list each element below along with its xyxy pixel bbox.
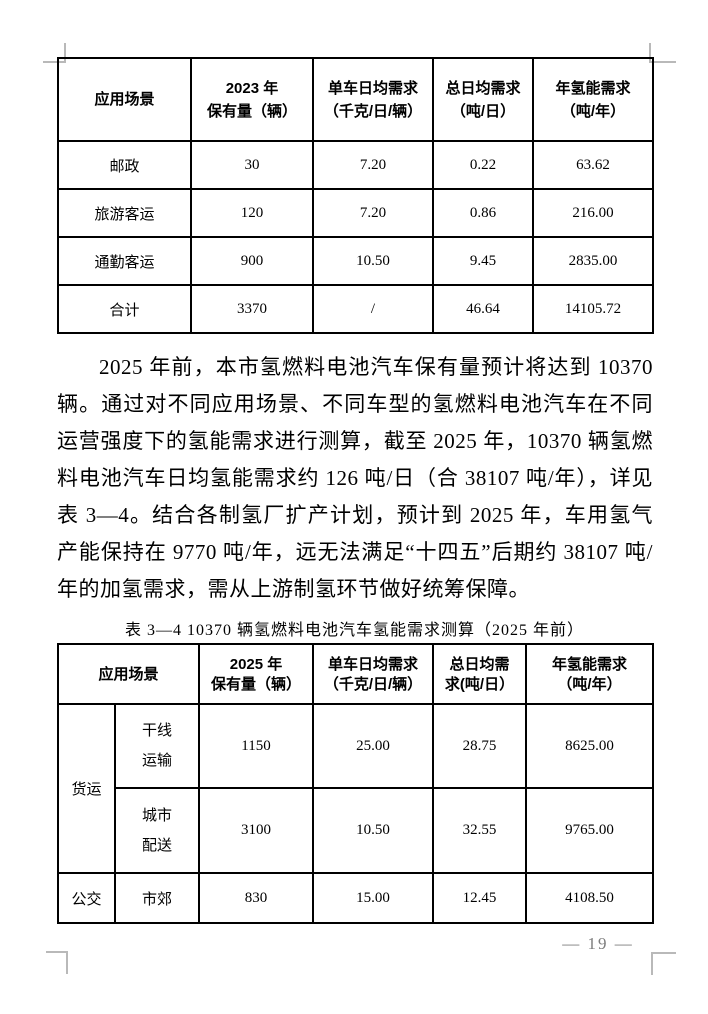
cell-per-vehicle: / (312, 284, 434, 334)
cell-annual: 14105.72 (532, 284, 654, 334)
crop-mark-top-right (649, 43, 676, 63)
cell-per-vehicle: 25.00 (312, 703, 435, 789)
cell-daily: 28.75 (432, 703, 528, 789)
cell-subtype: 城市 配送 (113, 787, 201, 874)
body-paragraph: 2025 年前，本市氢燃料电池汽车保有量预计将达到 10370 辆。通过对不同应… (57, 355, 653, 601)
subtype-line: 配送 (142, 837, 173, 854)
table-caption: 表 3—4 10370 辆氢燃料电池汽车氢能需求测算（2025 年前） (124, 622, 584, 639)
cell-daily: 0.86 (432, 188, 534, 238)
header-line: 保有量（辆） (206, 102, 297, 120)
header-per-vehicle-demand: 单车日均需求 （千克/日/辆） (312, 643, 435, 705)
header-total-daily-demand: 总日均需 求(吨/日） (432, 643, 528, 705)
header-line: 求(吨/日） (444, 675, 515, 693)
cell-per-vehicle: 7.20 (312, 188, 434, 238)
cell-annual: 63.62 (532, 140, 654, 190)
header-per-vehicle-demand: 单车日均需求 （千克/日/辆） (312, 57, 434, 142)
header-line: 应用场景 (94, 91, 155, 108)
cell-daily: 12.45 (432, 872, 528, 924)
cell-fleet: 1150 (198, 703, 315, 789)
header-line: （千克/日/辆） (323, 102, 423, 120)
cell-annual: 216.00 (532, 188, 654, 238)
header-line: 2023 年 (225, 79, 279, 97)
cell-scene: 通勤客运 (57, 236, 192, 286)
cell-fleet: 3370 (190, 284, 314, 334)
header-line: （千克/日/辆） (323, 675, 423, 693)
subtype-line: 运输 (142, 753, 173, 769)
cell-category-bus: 公交 (57, 872, 116, 924)
header-fleet-2023: 2023 年 保有量（辆） (190, 57, 314, 142)
header-application-scene: 应用场景 (57, 57, 192, 142)
cell-annual: 9765.00 (525, 787, 655, 874)
header-line: （吨/年） (557, 675, 622, 693)
header-line: （吨/年） (560, 102, 626, 120)
cell-per-vehicle: 7.20 (312, 140, 434, 190)
cell-fleet: 30 (190, 140, 314, 190)
subtype-line: 城市 (142, 807, 173, 824)
hydrogen-demand-table-2023: 应用场景 2023 年 保有量（辆） 单车日均需求 （千克/日/辆） 总日均需求… (57, 57, 654, 334)
table-header-row: 应用场景 2025 年 保有量（辆） 单车日均需求 （千克/日/辆） 总日均需 … (56, 643, 655, 705)
table-row: 通勤客运 900 10.50 9.45 2835.00 (57, 236, 654, 286)
crop-mark-top-left (43, 43, 66, 63)
cell-scene: 邮政 (57, 140, 192, 190)
header-line: 年氢能需求 (552, 655, 628, 673)
cell-fleet: 120 (190, 188, 314, 238)
header-line: 单车日均需求 (327, 79, 418, 97)
crop-mark-bottom-left (46, 951, 68, 974)
table-row-total: 合计 3370 / 46.64 14105.72 (57, 284, 654, 334)
cell-daily: 46.64 (432, 284, 534, 334)
table-row: 邮政 30 7.20 0.22 63.62 (57, 140, 654, 190)
cell-subtype: 市郊 (113, 872, 201, 924)
table-row: 公交 市郊 830 15.00 12.45 4108.50 (57, 872, 655, 924)
table-header-row: 应用场景 2023 年 保有量（辆） 单车日均需求 （千克/日/辆） 总日均需求… (57, 57, 654, 142)
header-line: 应用场景 (98, 665, 159, 683)
cell-annual: 4108.50 (525, 872, 655, 924)
cell-category-freight: 货运 (57, 703, 116, 874)
header-fleet-2025: 2025 年 保有量（辆） (198, 643, 315, 705)
header-annual-demand: 年氢能需求 （吨/年） (532, 57, 654, 142)
cell-per-vehicle: 10.50 (312, 236, 434, 286)
subtype-line: 干线 (142, 723, 173, 739)
header-line: 总日均需 (449, 655, 510, 673)
page-number: — 19 — (562, 934, 634, 953)
header-line: （吨/日） (450, 102, 516, 120)
header-line: 保有量（辆） (211, 675, 302, 693)
cell-daily: 9.45 (432, 236, 534, 286)
header-line: 年氢能需求 (555, 79, 631, 97)
cell-fleet: 3100 (198, 787, 315, 874)
cell-daily: 32.55 (432, 787, 528, 874)
cell-per-vehicle: 15.00 (312, 872, 435, 924)
crop-mark-bottom-right (651, 952, 676, 975)
cell-fleet: 830 (198, 872, 315, 924)
header-line: 总日均需求 (445, 79, 521, 97)
header-application-scene: 应用场景 (56, 643, 201, 705)
table-row: 城市 配送 3100 10.50 32.55 9765.00 (58, 787, 655, 874)
cell-annual: 8625.00 (525, 703, 655, 789)
header-line: 2025 年 (229, 655, 283, 673)
header-total-daily-demand: 总日均需求 （吨/日） (432, 57, 534, 142)
table-row: 货运 干线 运输 1150 25.00 28.75 8625.00 (57, 703, 655, 874)
cell-daily: 0.22 (432, 140, 534, 190)
cell-per-vehicle: 10.50 (312, 787, 435, 874)
hydrogen-demand-table-2025: 应用场景 2025 年 保有量（辆） 单车日均需求 （千克/日/辆） 总日均需 … (56, 643, 655, 924)
cell-annual: 2835.00 (532, 236, 654, 286)
header-line: 单车日均需求 (328, 655, 419, 673)
cell-fleet: 900 (190, 236, 314, 286)
cell-scene: 旅游客运 (57, 188, 192, 238)
cell-scene: 合计 (57, 284, 192, 334)
header-annual-demand: 年氢能需求 （吨/年） (525, 643, 655, 705)
cell-subtype: 干线 运输 (113, 703, 201, 789)
table-row: 旅游客运 120 7.20 0.86 216.00 (57, 188, 654, 238)
